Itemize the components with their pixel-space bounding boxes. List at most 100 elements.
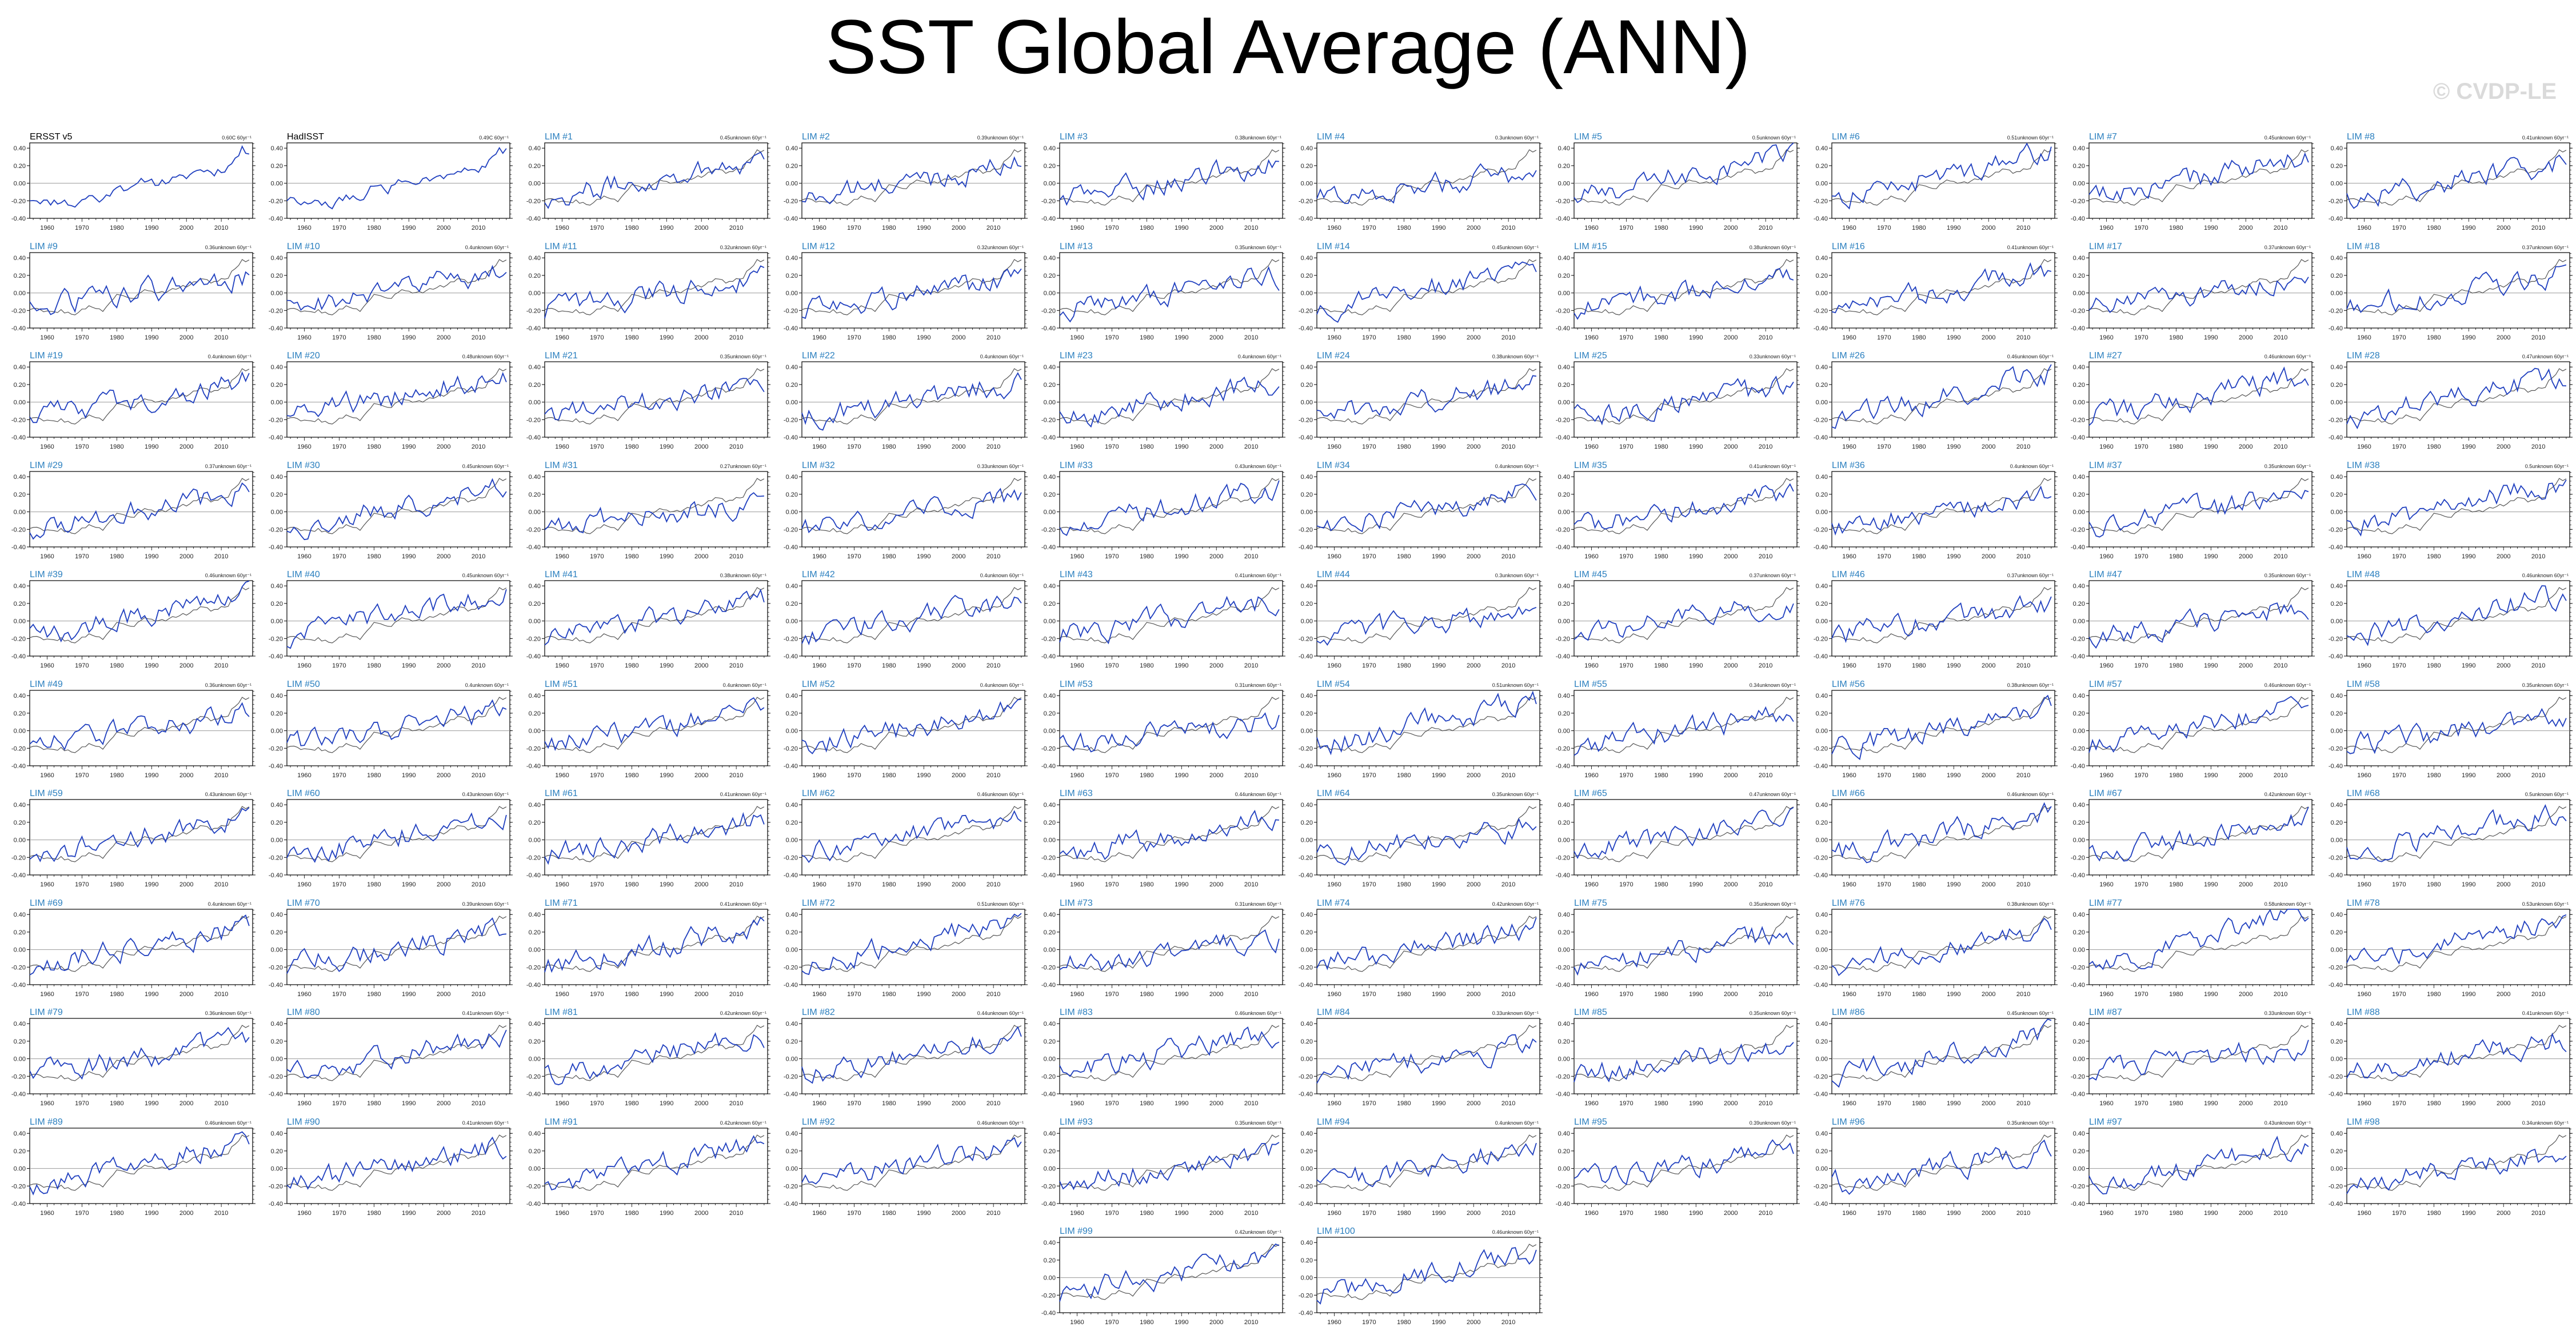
y-tick-label: 0.20 (1301, 491, 1313, 498)
obs-reference-line (802, 696, 1022, 753)
obs-reference-line (1059, 258, 1279, 315)
plot-frame (2088, 251, 2313, 329)
x-tick-label: 2000 (694, 662, 708, 669)
member-series-line (544, 378, 765, 421)
x-tick-label: 1980 (2169, 553, 2183, 560)
y-tick-label: 0.40 (786, 693, 798, 700)
x-tick-label: 1970 (75, 553, 89, 560)
plot-frame (544, 470, 768, 547)
member-series-line (29, 580, 250, 643)
panel-lim-18: LIM #18 0.37unknown 60yr⁻¹ -0.40 -0.20 0.00 0… (2329, 242, 2573, 341)
x-tick-label: 1980 (110, 553, 123, 560)
obs-reference-line (2089, 149, 2309, 206)
x-tick-label: 1970 (75, 662, 89, 669)
panel-trend-label: 0.46unknown 60yr⁻¹ (2007, 354, 2053, 359)
y-tick-label: 0.20 (14, 601, 26, 607)
y-tick-label: -0.20 (526, 854, 541, 861)
x-tick-label: 2010 (472, 662, 485, 669)
x-tick-label: 2010 (1501, 553, 1515, 560)
plot-frame (2346, 361, 2570, 438)
x-tick-label: 1980 (2169, 662, 2183, 669)
y-tick-label: 0.20 (2330, 272, 2342, 279)
x-tick-label: 1980 (1397, 772, 1411, 779)
y-tick-label: -0.20 (11, 635, 26, 642)
y-tick-label: 0.40 (14, 145, 26, 152)
x-tick-label: 2010 (2016, 662, 2030, 669)
obs-reference-line (802, 368, 1022, 425)
y-tick-label: -0.40 (2329, 325, 2343, 332)
y-tick-label: 0.40 (528, 364, 540, 371)
y-tick-label: 0.20 (271, 601, 283, 607)
member-series-line (544, 151, 765, 209)
x-tick-label: 1970 (590, 881, 604, 888)
x-tick-label: 2000 (1724, 225, 1738, 231)
x-tick-label: 1960 (555, 225, 569, 231)
obs-reference-line (1316, 368, 1537, 425)
y-tick-label: 0.00 (528, 728, 540, 734)
member-series-line (2346, 585, 2567, 646)
panel-lim-61: LIM #61 0.41unknown 60yr⁻¹ -0.40 -0.20 0.00 0… (526, 789, 770, 888)
panel-lim-5: LIM #5 0.5unknown 60yr⁻¹ -0.40 -0.20 0.00 0.2… (1556, 132, 1800, 231)
y-tick-label: -0.20 (1041, 198, 1056, 205)
x-tick-label: 1960 (298, 334, 311, 341)
panel-label: LIM #16 (1832, 242, 1865, 251)
y-tick-label: 0.20 (786, 163, 798, 170)
panel-trend-label: 0.32unknown 60yr⁻¹ (977, 245, 1024, 250)
panel-lim-20: LIM #20 0.48unknown 60yr⁻¹ -0.40 -0.20 0.00 0… (269, 351, 513, 450)
x-tick-label: 2010 (987, 225, 1000, 231)
x-tick-label: 1980 (110, 662, 123, 669)
obs-reference-line (802, 258, 1022, 315)
x-tick-label: 1960 (555, 553, 569, 560)
x-tick-label: 1980 (2427, 225, 2441, 231)
y-tick-label: 0.00 (14, 181, 26, 187)
x-tick-label: 1990 (402, 881, 416, 888)
x-tick-label: 2000 (952, 881, 965, 888)
x-tick-label: 2000 (952, 553, 965, 560)
obs-reference-line (2089, 258, 2309, 315)
y-tick-label: 0.40 (1301, 255, 1313, 262)
member-series-line (1831, 694, 2052, 760)
y-tick-label: 0.00 (1815, 618, 1827, 625)
panel-trend-label: 0.43unknown 60yr⁻¹ (462, 792, 509, 797)
y-tick-label: -0.40 (1814, 763, 1828, 770)
obs-reference-line (1574, 258, 1794, 315)
y-tick-label: 0.20 (786, 820, 798, 826)
x-tick-label: 1970 (590, 334, 604, 341)
y-tick-label: 0.20 (1043, 163, 1055, 170)
y-tick-label: 0.00 (786, 837, 798, 844)
panel-label: LIM #58 (2347, 680, 2380, 689)
panel-label: LIM #46 (1832, 570, 1865, 579)
y-tick-label: -0.40 (1041, 544, 1056, 551)
plot-frame (29, 470, 253, 547)
y-tick-label: 0.20 (14, 491, 26, 498)
obs-reference-line (1059, 587, 1279, 643)
x-tick-label: 1990 (660, 662, 673, 669)
obs-series-line (29, 145, 250, 208)
y-tick-label: 0.00 (2330, 290, 2342, 297)
y-tick-label: -0.40 (1299, 215, 1313, 222)
panel-trend-label: 0.46unknown 60yr⁻¹ (2265, 354, 2311, 359)
plot-frame (2088, 361, 2313, 438)
panel-label: LIM #27 (2089, 351, 2122, 361)
x-tick-label: 1990 (2204, 553, 2218, 560)
y-tick-label: -0.40 (1299, 434, 1313, 441)
y-tick-label: 0.40 (786, 145, 798, 152)
y-tick-label: 0.20 (2073, 272, 2085, 279)
x-tick-label: 1990 (1175, 443, 1188, 450)
x-tick-label: 2000 (1209, 662, 1223, 669)
y-tick-label: 0.00 (1558, 509, 1570, 515)
panel-label: LIM #47 (2089, 570, 2122, 579)
obs-reference-line (29, 258, 250, 315)
panel-lim-28: LIM #28 0.47unknown 60yr⁻¹ -0.40 -0.20 0.00 0… (2329, 351, 2573, 450)
y-tick-label: -0.20 (1041, 745, 1056, 752)
panel-lim-7: LIM #7 0.45unknown 60yr⁻¹ -0.40 -0.20 0.00 0.… (2071, 132, 2315, 231)
y-tick-label: 0.20 (528, 382, 540, 389)
x-tick-label: 1970 (1620, 662, 1634, 669)
obs-reference-line (1316, 258, 1537, 315)
panel-label: LIM #4 (1317, 132, 1345, 142)
member-series-line (2088, 696, 2309, 753)
panel-label: ERSST v5 (30, 132, 73, 142)
x-tick-label: 2010 (472, 553, 485, 560)
panel-lim-58: LIM #58 0.35unknown 60yr⁻¹ -0.40 -0.20 0.00 0… (2329, 680, 2573, 779)
y-tick-label: -0.40 (1299, 325, 1313, 332)
